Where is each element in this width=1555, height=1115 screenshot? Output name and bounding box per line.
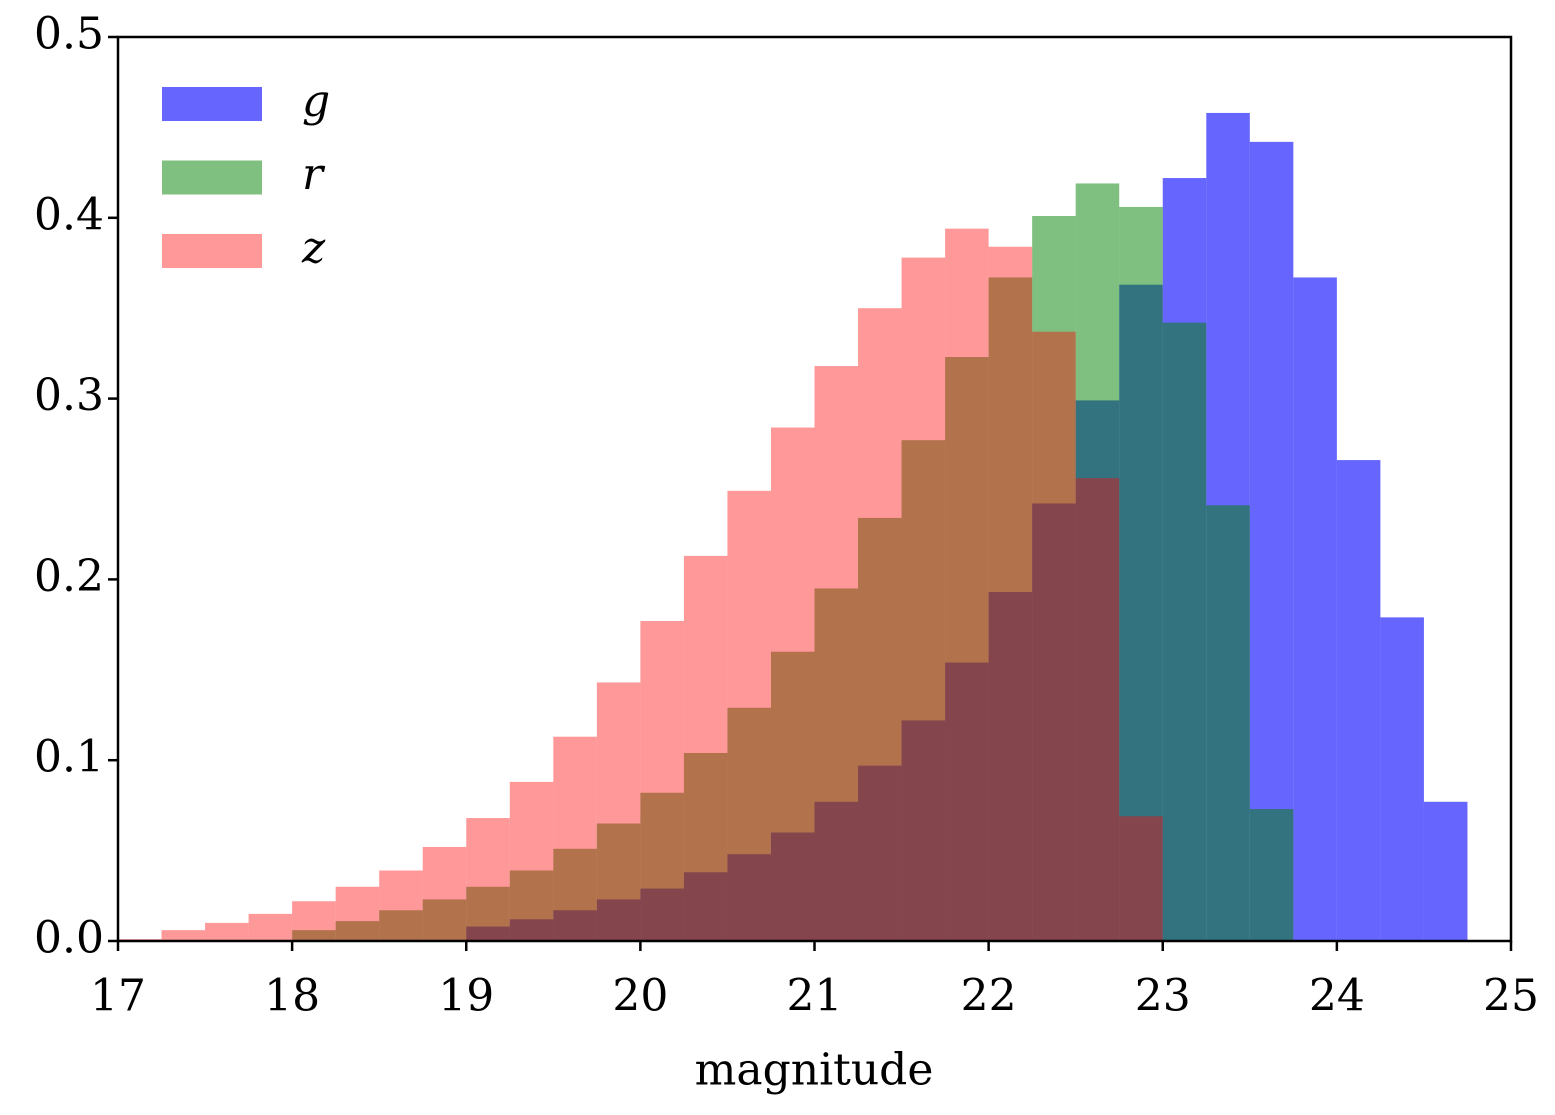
x-tick-label: 24 (1309, 971, 1365, 1022)
bar (379, 910, 423, 941)
y-tick-label: 0.0 (34, 913, 104, 964)
bar (1162, 322, 1207, 941)
bar (466, 886, 510, 941)
legend-swatch (162, 87, 262, 121)
legend-label: z (301, 223, 326, 274)
bar (988, 277, 1033, 941)
bar (509, 870, 554, 941)
x-axis-label: magnitude (695, 1045, 934, 1096)
x-tick-label: 23 (1135, 971, 1191, 1022)
bar (422, 899, 467, 941)
bar (335, 921, 380, 941)
bar (683, 752, 728, 941)
bar (945, 357, 989, 941)
legend-label: g (302, 76, 330, 127)
bar (640, 620, 684, 941)
legend-swatch (162, 234, 262, 268)
y-tick-label: 0.2 (34, 551, 104, 602)
x-tick-label: 25 (1483, 971, 1539, 1022)
y-tick-label: 0.5 (34, 9, 104, 60)
bar (248, 913, 293, 941)
bar (1423, 801, 1468, 941)
bar (640, 792, 684, 941)
bar (1032, 215, 1076, 941)
bar (466, 818, 510, 941)
x-tick-label: 19 (438, 971, 494, 1022)
bar (683, 555, 728, 941)
bar (379, 870, 423, 941)
bar (1249, 141, 1294, 941)
bar (901, 440, 946, 941)
y-tick-label: 0.3 (34, 370, 104, 421)
bar (770, 427, 815, 941)
bar (1075, 478, 1120, 941)
bar (1206, 505, 1250, 941)
bar (727, 707, 771, 941)
bar (1119, 816, 1163, 941)
bar (1293, 277, 1337, 941)
bar (1380, 617, 1424, 941)
bar (945, 228, 989, 941)
bar (509, 781, 554, 941)
legend-label: r (302, 149, 326, 200)
bar (596, 682, 641, 941)
bar (727, 490, 771, 941)
bar (901, 257, 946, 941)
y-tick-label: 0.4 (34, 189, 104, 240)
bar (1075, 183, 1120, 941)
bar (553, 848, 597, 941)
y-tick-label: 0.1 (34, 732, 104, 783)
bar (161, 930, 206, 941)
x-tick-label: 20 (612, 971, 668, 1022)
bar (1119, 206, 1163, 941)
bar (1336, 460, 1381, 941)
bar (335, 886, 380, 941)
bar (858, 308, 902, 941)
bar (988, 246, 1033, 941)
x-tick-label: 22 (961, 971, 1017, 1022)
bar (292, 901, 336, 941)
x-tick-label: 21 (787, 971, 843, 1022)
bar (553, 736, 597, 941)
bar (1032, 331, 1076, 942)
bar (205, 922, 249, 941)
legend-swatch (162, 160, 262, 195)
bar (858, 517, 902, 941)
bar (814, 588, 859, 941)
bar (292, 930, 336, 941)
bar (596, 823, 641, 941)
bar (422, 846, 467, 941)
bar (814, 366, 859, 941)
bar (770, 651, 815, 941)
bar (1249, 809, 1294, 941)
x-tick-label: 17 (90, 971, 146, 1022)
x-tick-label: 18 (264, 971, 320, 1022)
